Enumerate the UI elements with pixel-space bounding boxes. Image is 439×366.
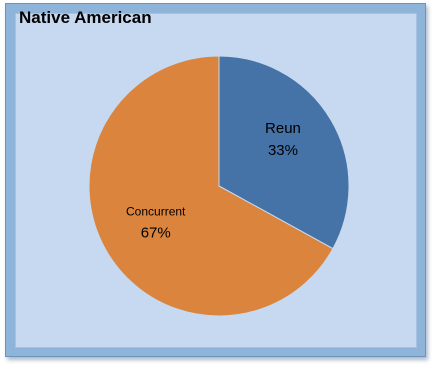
pie-slice-reun <box>218 55 350 250</box>
pie-slice-concurrent <box>88 55 334 317</box>
slice-label-concurrent: Concurrent <box>126 204 186 218</box>
slice-percent-reun: 33% <box>268 142 298 159</box>
slice-label-reun: Reun <box>265 120 301 137</box>
slice-percent-concurrent: 67% <box>141 224 171 241</box>
chart-title: Native American <box>19 8 152 27</box>
